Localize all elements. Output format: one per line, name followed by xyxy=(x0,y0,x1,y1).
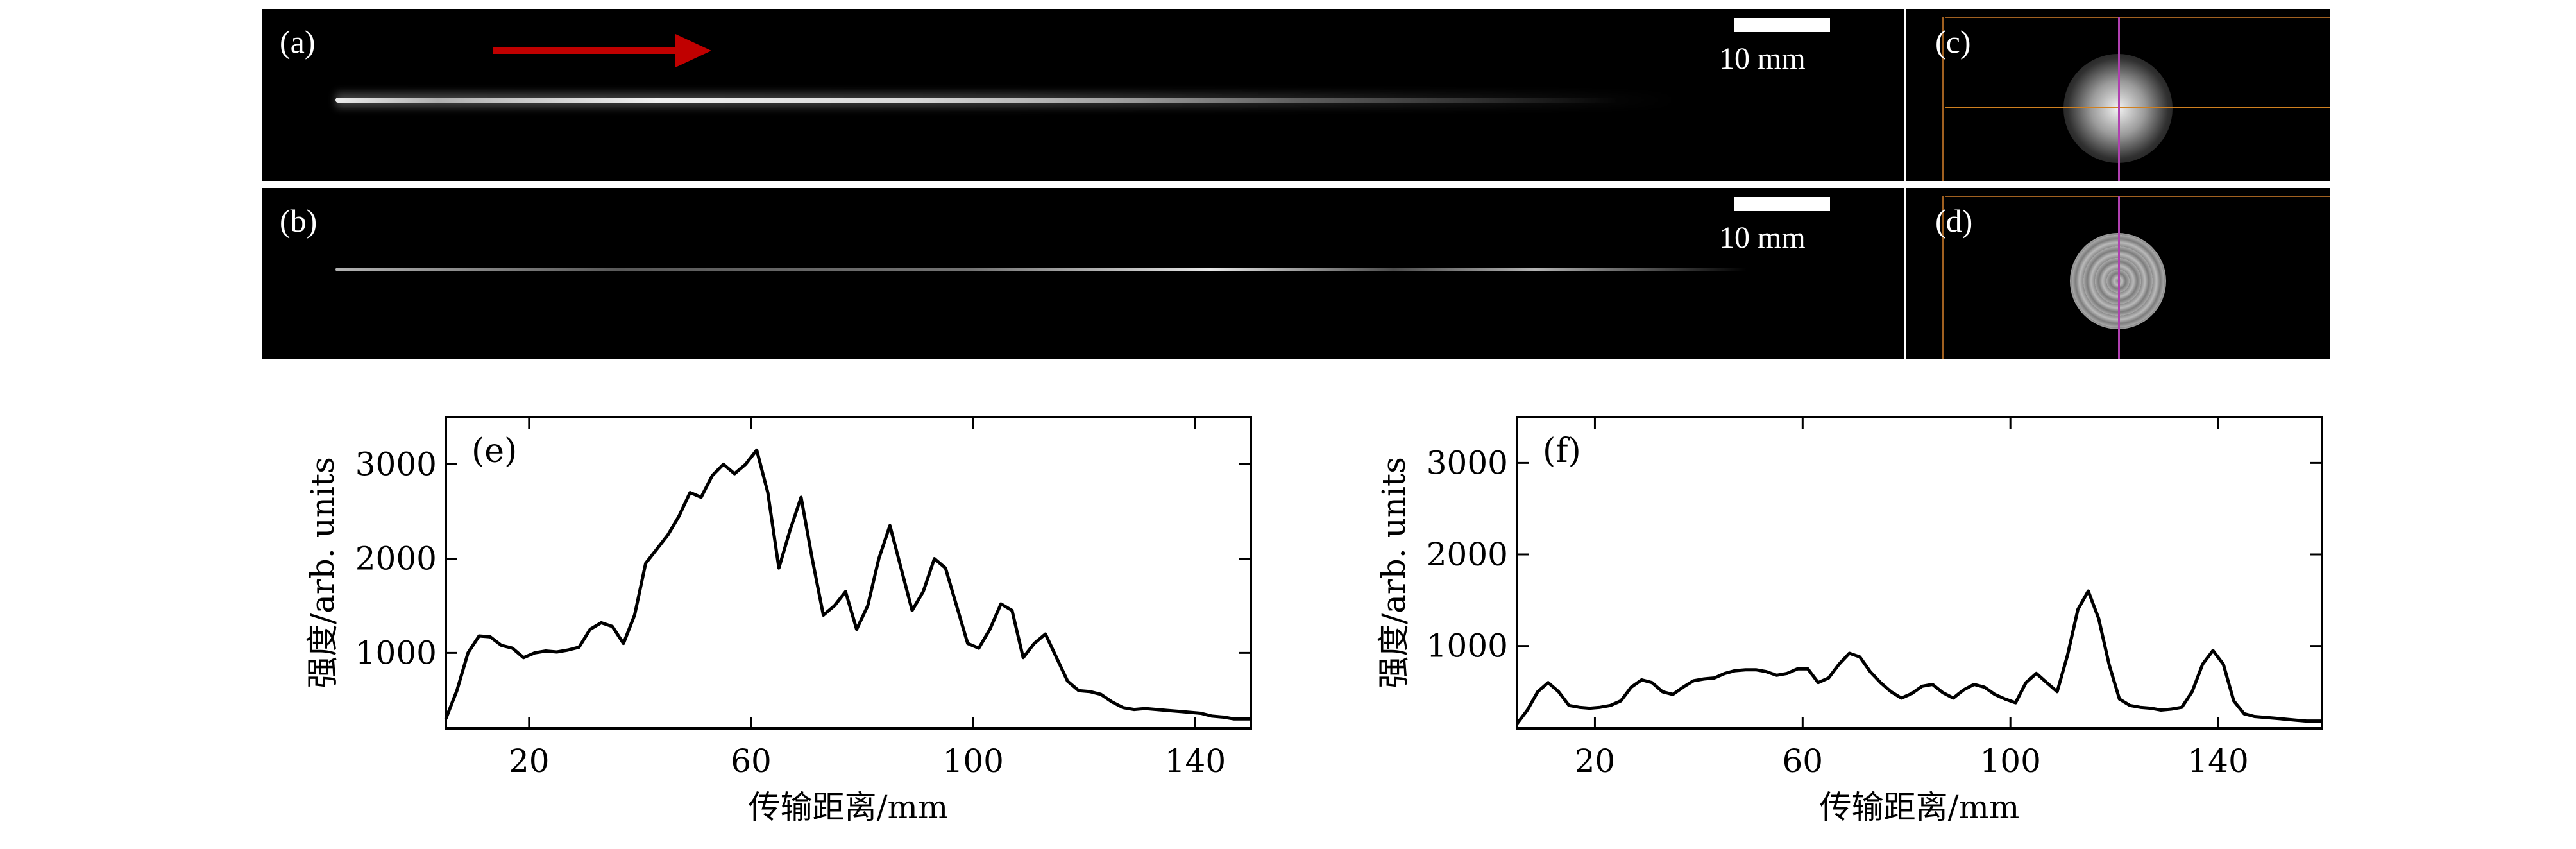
intensity-line xyxy=(1516,589,2322,725)
profile-axis-left xyxy=(1942,196,1944,359)
plot-frame xyxy=(445,416,1252,730)
panel-label-b: (b) xyxy=(280,203,318,239)
image-panel-c: (c) xyxy=(1906,9,2330,181)
image-panel-a: (a) 10 mm xyxy=(262,9,1904,181)
panel-label-a: (a) xyxy=(280,24,316,60)
x-tick-label: 100 xyxy=(1979,742,2040,780)
scale-bar-a xyxy=(1734,18,1830,32)
y-tick-label: 2000 xyxy=(1427,536,1508,573)
scale-label-b: 10 mm xyxy=(1719,221,1806,255)
x-tick-label: 20 xyxy=(1575,742,1616,780)
x-tick-label: 20 xyxy=(509,742,550,780)
profile-axis-left xyxy=(1942,17,1944,181)
crosshair-vertical xyxy=(2118,17,2120,181)
panel-label-c: (c) xyxy=(1935,24,1971,60)
scale-label-a: 10 mm xyxy=(1719,42,1806,76)
x-axis-label: 传输距离/mm xyxy=(1820,789,2020,826)
y-tick-label: 3000 xyxy=(1427,444,1508,481)
beam-streak xyxy=(335,268,1747,271)
x-axis-label: 传输距离/mm xyxy=(749,789,949,826)
beam-glow xyxy=(335,92,1682,108)
plot-frame xyxy=(1516,416,2323,730)
x-tick-label: 140 xyxy=(1165,742,1226,780)
x-tick-label: 60 xyxy=(1783,742,1824,780)
x-tick-label: 140 xyxy=(2187,742,2248,780)
x-tick-label: 100 xyxy=(943,742,1004,780)
crosshair-vertical xyxy=(2118,196,2120,359)
y-tick-label: 2000 xyxy=(355,540,437,577)
direction-arrow-icon xyxy=(675,34,711,67)
scale-bar-b xyxy=(1734,197,1830,211)
intensity-line xyxy=(444,448,1251,721)
beam-streak xyxy=(335,98,1618,103)
direction-arrow-shaft xyxy=(493,47,679,54)
y-axis-label: 强度/arb. units xyxy=(1375,457,1412,689)
intensity-chart-e: 20 60 100 140 1000 2000 3000 (e) 传输距离/mm 强度/arb. … xyxy=(304,416,1252,826)
profile-axis-top xyxy=(1945,196,2330,197)
image-panel-b: (b) 10 mm xyxy=(262,188,1904,359)
panel-label-d: (d) xyxy=(1935,203,1973,239)
panel-label: (e) xyxy=(471,432,517,470)
y-tick-label: 3000 xyxy=(355,445,437,483)
x-tick-label: 60 xyxy=(731,742,772,780)
y-tick-label: 1000 xyxy=(355,634,437,671)
image-panel-d: (d) xyxy=(1906,188,2330,359)
profile-axis-top xyxy=(1945,17,2330,18)
crosshair-horizontal xyxy=(1945,107,2330,108)
y-axis-label: 强度/arb. units xyxy=(304,457,341,689)
intensity-chart-f: 20 60 100 140 1000 2000 3000 (f) 传输距离/mm 强度/arb. … xyxy=(1375,416,2323,826)
panel-label: (f) xyxy=(1543,432,1581,470)
y-tick-label: 1000 xyxy=(1427,628,1508,665)
